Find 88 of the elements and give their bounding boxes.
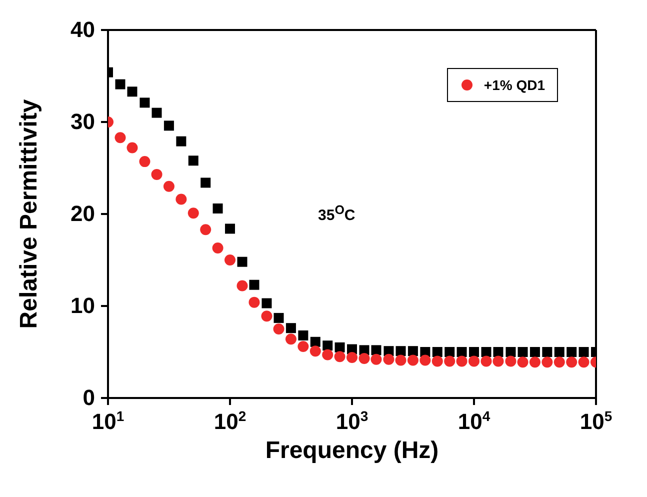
point <box>322 349 334 360</box>
point <box>578 347 589 357</box>
point <box>530 347 540 357</box>
y-tick-label: 40 <box>70 17 95 42</box>
point <box>408 346 418 356</box>
y-tick-label: 0 <box>82 385 95 410</box>
point <box>444 347 455 357</box>
point <box>127 86 138 97</box>
x-tick-label: 10$^{5}$ <box>580 408 612 434</box>
point <box>114 132 126 144</box>
point <box>468 356 480 367</box>
annotation: 35$^{O}$C <box>318 203 356 224</box>
point <box>396 346 406 356</box>
point <box>152 108 162 118</box>
point <box>298 340 309 352</box>
point <box>310 346 321 357</box>
point <box>358 352 370 364</box>
point <box>456 356 468 367</box>
point <box>188 156 198 166</box>
point <box>200 178 211 188</box>
legend-label: +1% QD1 <box>484 77 545 93</box>
point <box>200 224 212 236</box>
point <box>554 347 564 357</box>
y-tick-label: 20 <box>70 201 95 226</box>
point <box>212 242 224 254</box>
point <box>407 354 418 366</box>
point <box>420 354 431 366</box>
point <box>432 356 443 367</box>
point <box>370 354 382 365</box>
point <box>334 351 346 362</box>
point <box>262 298 272 308</box>
point <box>163 180 174 192</box>
point <box>444 356 456 367</box>
point <box>529 356 540 368</box>
point <box>261 310 272 322</box>
point <box>432 347 442 357</box>
point <box>334 342 345 352</box>
point <box>566 347 577 357</box>
point <box>517 356 528 368</box>
point <box>395 354 406 366</box>
point <box>456 347 467 357</box>
point <box>554 356 565 368</box>
point <box>273 324 284 334</box>
point <box>371 345 382 356</box>
x-tick-label: 10$^{2}$ <box>214 408 246 434</box>
point <box>346 352 358 364</box>
point <box>236 280 248 292</box>
point <box>286 323 296 334</box>
x-axis-title: Frequency (Hz) <box>265 437 439 464</box>
point <box>322 340 333 351</box>
point <box>469 347 479 357</box>
point <box>505 356 516 367</box>
point <box>140 98 150 108</box>
point <box>566 356 578 368</box>
y-tick-label: 30 <box>70 109 95 134</box>
point <box>480 356 492 367</box>
point <box>224 254 236 266</box>
point <box>493 347 504 357</box>
point <box>126 142 138 154</box>
point <box>518 347 528 357</box>
point <box>176 136 186 146</box>
x-tick-label: 10$^{3}$ <box>336 408 368 434</box>
point <box>274 312 284 323</box>
point <box>139 156 150 168</box>
point <box>188 208 199 219</box>
point <box>542 356 553 368</box>
point <box>248 296 260 308</box>
point <box>212 203 223 214</box>
point <box>237 256 248 267</box>
point <box>310 336 320 347</box>
point <box>578 356 590 368</box>
x-tick-label: 10$^{1}$ <box>92 408 124 434</box>
point <box>164 120 174 131</box>
point <box>225 224 235 234</box>
point <box>383 354 394 365</box>
point <box>285 334 296 345</box>
point <box>115 79 126 90</box>
y-tick-label: 10 <box>70 293 95 318</box>
x-tick-label: 10$^{4}$ <box>458 408 490 434</box>
point <box>506 347 516 357</box>
point <box>492 356 504 367</box>
point <box>151 168 162 180</box>
point <box>542 347 552 357</box>
point <box>481 347 492 357</box>
point <box>176 194 187 205</box>
point <box>249 280 260 290</box>
y-axis-title: Relative Permittivity <box>16 98 43 329</box>
point <box>298 330 308 340</box>
